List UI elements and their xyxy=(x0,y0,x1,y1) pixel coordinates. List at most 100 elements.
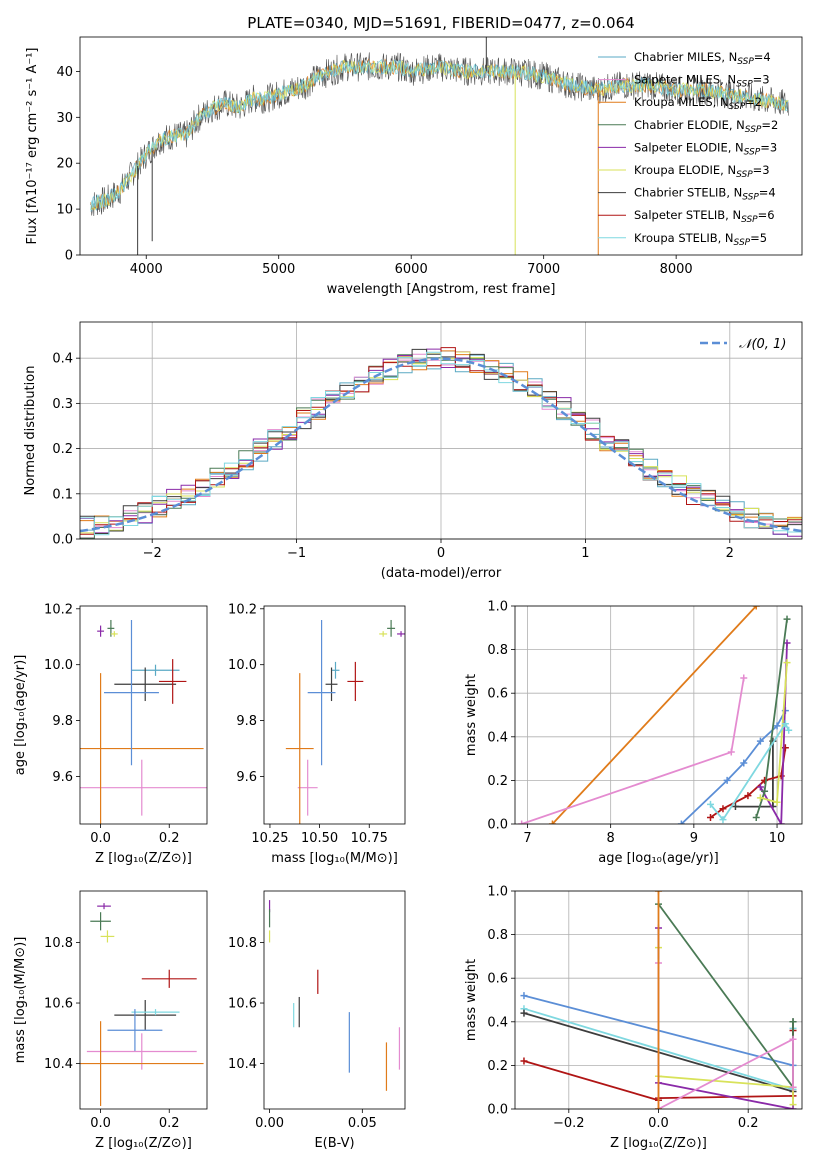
y-tick-label: 10.2 xyxy=(44,602,73,617)
plot-area xyxy=(285,619,405,824)
legend-count: =4 xyxy=(759,186,776,200)
gaussian-curve xyxy=(80,357,802,533)
x-tick-label: 7000 xyxy=(527,262,560,277)
axes-border xyxy=(79,605,208,825)
axes-frame: 10.25 10.50 10.75 9.6 9.8 10.0 10.2 mass [log₁₀… xyxy=(228,602,406,866)
chart-residuals: −2 −1 0 1 2 0.0 0.1 0.2 0.3 0.4 (data-model)/error… xyxy=(23,321,803,581)
axes-frame: 4000 5000 6000 7000 8000 0 10 20 30 40 wavelength … xyxy=(25,14,803,297)
chart-mass_vs_ebv: 0.00 0.05 10.4 10.6 10.8 E(B-V) xyxy=(228,890,406,1151)
x-axis-label: (data-model)/error xyxy=(381,566,502,581)
legend-text: Kroupa MILES, N xyxy=(634,95,729,109)
axes-frame: −0.2 0.0 0.2 0.0 0.2 0.4 0.6 0.8 1.0 Z [log₁₀(Z/Z… xyxy=(464,885,803,1151)
legend-label: Salpeter STELIB, NSSP=6 xyxy=(634,208,775,225)
y-tick-label: 10.4 xyxy=(44,1057,73,1072)
y-axis-label: mass [log₁₀(M/M⊙)] xyxy=(13,937,28,1064)
weight-marker xyxy=(518,820,526,824)
y-tick-label: 9.6 xyxy=(52,770,73,785)
x-axis-label: E(B-V) xyxy=(314,1136,354,1151)
weight-marker xyxy=(727,748,735,756)
legend-sub: SSP xyxy=(736,80,753,90)
chart-title: PLATE=0340, MJD=51691, FIBERID=0477, z=0… xyxy=(247,14,634,32)
x-tick-label: 10.25 xyxy=(251,831,288,846)
y-tick-label: 0.2 xyxy=(487,1059,508,1074)
weight-marker xyxy=(719,816,727,824)
x-axis-label: age [log₁₀(age/yr)] xyxy=(598,851,719,866)
y-tick-label: 0.8 xyxy=(487,928,508,943)
x-tick-label: 0.0 xyxy=(90,831,111,846)
x-tick-label: 0.2 xyxy=(159,831,180,846)
y-tick-label: 0.2 xyxy=(487,774,508,789)
weight-marker xyxy=(789,1035,797,1043)
y-tick-label: 1.0 xyxy=(487,885,508,900)
legend-label: Chabrier MILES, NSSP=4 xyxy=(634,50,771,67)
plot-area xyxy=(80,903,204,1106)
weight-marker xyxy=(785,726,793,734)
weight-marker xyxy=(520,992,528,1000)
weight-line xyxy=(551,606,757,824)
y-tick-label: 0.6 xyxy=(487,687,508,702)
plot-area xyxy=(268,900,401,1091)
legend-text: Chabrier STELIB, N xyxy=(634,186,742,200)
weight-marker xyxy=(719,805,727,813)
weight-marker xyxy=(789,1105,797,1109)
weight-marker xyxy=(677,820,685,824)
y-tick-label: 0.4 xyxy=(487,1015,508,1030)
y-tick-label: 0.3 xyxy=(52,397,73,412)
weight-marker xyxy=(773,722,781,730)
legend-label: Kroupa MILES, NSSP=2 xyxy=(634,95,762,112)
weight-marker xyxy=(655,1105,662,1109)
legend-label: 𝒩(0, 1) xyxy=(739,337,786,352)
y-axis-label: mass weight xyxy=(464,674,479,756)
legend-label: Salpeter MILES, NSSP=3 xyxy=(634,73,770,90)
x-axis-label: Z [log₁₀(Z/Z⊙)] xyxy=(95,1136,192,1151)
y-tick-label: 30 xyxy=(56,111,73,126)
y-tick-label: 0.8 xyxy=(487,643,508,658)
x-tick-label: −2 xyxy=(143,546,162,561)
x-tick-label: 0.00 xyxy=(255,1116,284,1131)
weight-marker xyxy=(756,783,764,791)
axes-border xyxy=(514,890,803,1110)
y-tick-label: 10.0 xyxy=(44,658,73,673)
x-tick-label: 5000 xyxy=(262,262,295,277)
x-axis-label: Z [log₁₀(Z/Z⊙)] xyxy=(610,1136,707,1151)
weight-marker xyxy=(520,1009,528,1017)
legend-count: =2 xyxy=(761,118,778,132)
legend-label: Kroupa ELODIE, NSSP=3 xyxy=(634,163,770,180)
plot-area xyxy=(80,347,802,539)
y-tick-label: 20 xyxy=(56,157,73,172)
legend-text: Chabrier ELODIE, N xyxy=(634,118,745,132)
y-tick-label: 40 xyxy=(56,65,73,80)
legend-text: Kroupa ELODIE, N xyxy=(634,163,736,177)
y-tick-label: 10.8 xyxy=(44,936,73,951)
histogram-SalpeterSTELIB xyxy=(80,347,802,535)
legend-count: =2 xyxy=(745,95,762,109)
y-tick-label: 0.2 xyxy=(52,442,73,457)
weight-marker xyxy=(789,1083,797,1091)
legend-sub: SSP xyxy=(744,147,761,157)
legend-sub: SSP xyxy=(729,102,746,112)
y-axis-label: Normed distribution xyxy=(23,366,38,496)
x-tick-label: 0.0 xyxy=(648,1116,669,1131)
legend-text: Chabrier MILES, N xyxy=(634,50,737,64)
histogram-KroupaSTELIB xyxy=(80,351,802,536)
chart-mass_vs_Z: 0.0 0.2 10.4 10.6 10.8 Z [log₁₀(Z/Z⊙)] mass [l… xyxy=(13,890,208,1151)
chart-weight_vs_Z: −0.2 0.0 0.2 0.0 0.2 0.4 0.6 0.8 1.0 Z [log₁₀(Z/Z… xyxy=(464,885,803,1151)
legend-count: =3 xyxy=(753,163,770,177)
chart-age_vs_mass: 10.25 10.50 10.75 9.6 9.8 10.0 10.2 mass [log₁₀… xyxy=(228,602,406,866)
weight-line xyxy=(680,710,787,824)
axes-border xyxy=(79,36,803,256)
y-tick-label: 0.0 xyxy=(487,818,508,833)
axes-frame: 0.0 0.2 9.6 9.8 10.0 10.2 Z [log₁₀(Z/Z⊙)] age [… xyxy=(13,602,208,866)
legend-label: Chabrier ELODIE, NSSP=2 xyxy=(634,118,778,135)
x-tick-label: 0.2 xyxy=(738,1116,759,1131)
weight-marker xyxy=(752,813,760,821)
x-tick-label: 0.05 xyxy=(348,1116,377,1131)
y-tick-label: 9.8 xyxy=(52,714,73,729)
x-axis-label: mass [log₁₀(M/M⊙)] xyxy=(271,851,398,866)
x-tick-label: 6000 xyxy=(395,262,428,277)
y-tick-label: 10.0 xyxy=(228,658,257,673)
x-tick-label: 10 xyxy=(769,831,786,846)
legend-label: Kroupa STELIB, NSSP=5 xyxy=(634,231,767,248)
y-tick-label: 0.4 xyxy=(487,730,508,745)
